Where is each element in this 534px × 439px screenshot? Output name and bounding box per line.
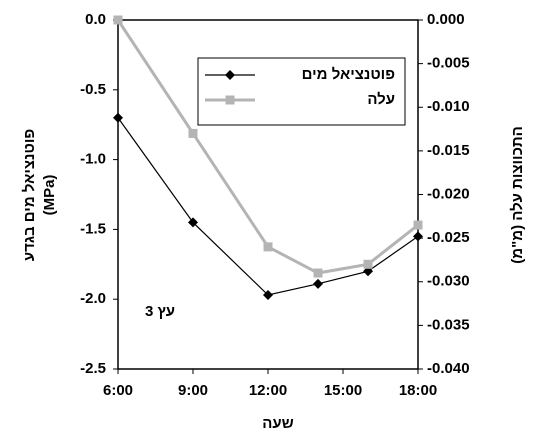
x-axis-label: שעה: [262, 415, 294, 432]
series-line: [117, 117, 419, 296]
y2-tick-label: -0.020: [427, 185, 470, 202]
y-tick-label: -0.5: [80, 81, 106, 98]
y-tick-label: -1.5: [80, 220, 106, 237]
legend-label: פוטנציאל מים: [302, 66, 395, 83]
y2-tick-label: -0.010: [427, 98, 470, 115]
y2-tick-label: 0.000: [427, 11, 465, 28]
y2-tick-label: -0.040: [427, 360, 470, 377]
marker: [413, 220, 423, 230]
y2-tick-label: -0.035: [427, 316, 470, 333]
y2-tick-label: -0.030: [427, 273, 470, 290]
y-tick-label: -2.0: [80, 290, 106, 307]
y-axis-label: פוטנציאל מים בגדע: [21, 129, 38, 261]
legend: [197, 57, 406, 126]
x-tick-label: 9:00: [178, 382, 208, 399]
y-tick-label: -1.0: [80, 151, 106, 168]
marker: [188, 128, 198, 138]
marker: [263, 290, 273, 301]
x-tick-label: 15:00: [324, 382, 362, 399]
y2-tick-label: -0.025: [427, 229, 470, 246]
x-tick-label: 18:00: [399, 382, 437, 399]
marker: [413, 231, 423, 242]
y-axis-label: (MPa): [41, 175, 58, 216]
legend-marker: [225, 95, 235, 105]
marker: [113, 112, 123, 123]
x-tick-label: 12:00: [249, 382, 287, 399]
legend-label: עלה: [367, 91, 395, 108]
legend-marker: [225, 70, 235, 80]
annotation: עץ 3: [145, 303, 175, 320]
x-tick-label: 6:00: [103, 382, 133, 399]
y2-tick-label: -0.015: [427, 142, 470, 159]
y2-axis-label: התכווצות עלה (מ"מ): [509, 126, 526, 264]
marker: [263, 242, 273, 252]
marker: [313, 268, 323, 278]
y-tick-label: 0.0: [85, 11, 106, 28]
marker: [313, 278, 323, 289]
y-tick-label: -2.5: [80, 360, 106, 377]
marker: [113, 15, 123, 25]
series-line: [116, 19, 419, 275]
marker: [363, 259, 373, 269]
marker: [188, 217, 198, 228]
y2-tick-label: -0.005: [427, 55, 470, 72]
